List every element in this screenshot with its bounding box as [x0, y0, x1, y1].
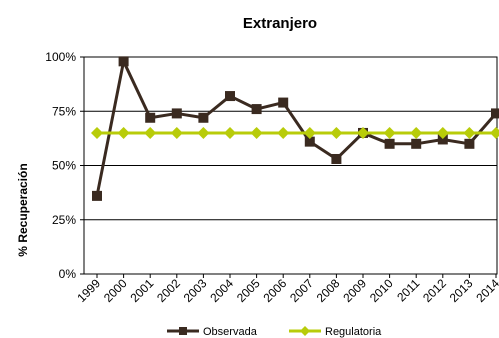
y-tick-label: 100% — [45, 50, 76, 64]
data-point — [117, 126, 130, 139]
x-tick-label: 2009 — [340, 276, 369, 305]
data-point — [250, 126, 263, 139]
data-point — [144, 126, 157, 139]
data-point — [225, 91, 235, 102]
y-tick-label: 0% — [59, 267, 77, 281]
series-regulatoria — [91, 126, 499, 139]
x-tick-label: 2006 — [261, 276, 290, 305]
data-point — [198, 112, 209, 123]
x-tick-label: 2005 — [234, 276, 263, 305]
legend-label: Regulatoria — [325, 326, 382, 338]
y-tick-label: 75% — [52, 104, 76, 118]
data-point — [436, 126, 449, 139]
series-observada — [92, 56, 499, 201]
data-point — [331, 153, 342, 164]
data-point — [464, 138, 475, 149]
data-point — [171, 108, 182, 119]
data-point — [303, 126, 316, 139]
y-tick-label: 25% — [52, 213, 76, 227]
legend-marker — [179, 327, 187, 335]
data-point — [490, 126, 499, 139]
data-point — [251, 104, 262, 115]
data-point — [118, 56, 129, 67]
data-point — [330, 126, 343, 139]
data-point — [437, 134, 448, 145]
y-tick-label: 50% — [52, 159, 76, 173]
x-tick-label: 2013 — [447, 276, 476, 305]
data-point — [277, 126, 290, 139]
x-tick-label: 2001 — [128, 276, 157, 305]
data-point — [383, 126, 396, 139]
x-tick-label: 2010 — [367, 276, 396, 305]
data-point — [411, 138, 422, 149]
data-point — [304, 136, 315, 147]
x-tick-label: 2004 — [207, 276, 236, 305]
x-tick-label: 2002 — [154, 276, 183, 305]
data-point — [384, 138, 395, 149]
x-tick-label: 2000 — [101, 276, 130, 305]
x-tick-label: 2007 — [287, 276, 316, 305]
legend-marker — [300, 326, 310, 336]
data-point — [410, 126, 423, 139]
data-point — [91, 126, 103, 139]
x-tick-label: 2011 — [394, 276, 422, 304]
data-point — [170, 126, 183, 139]
x-tick-label: 2014 — [473, 276, 499, 305]
legend-item-observada: Observada — [167, 326, 258, 338]
data-point — [92, 190, 102, 201]
y-axis-ticks: 0% 25% 50% 75% 100% — [45, 50, 84, 281]
legend-label: Observada — [203, 326, 258, 338]
data-point — [463, 126, 476, 139]
series-layer — [91, 56, 499, 201]
data-point — [197, 126, 210, 139]
x-tick-label: 1999 — [74, 276, 103, 305]
legend-item-regulatoria: Regulatoria — [289, 326, 382, 338]
data-point — [491, 108, 499, 119]
x-tick-label: 2003 — [181, 276, 210, 305]
gridlines — [84, 56, 497, 275]
legend: Observada Regulatoria — [167, 326, 382, 338]
x-tick-label: 2012 — [420, 276, 449, 305]
x-tick-label: 2008 — [314, 276, 343, 305]
chart-title: Extranjero — [243, 15, 317, 32]
y-axis-label: % Recuperación — [16, 163, 30, 256]
data-point — [278, 97, 289, 108]
series-line — [95, 59, 498, 197]
data-point — [145, 112, 156, 123]
x-axis-ticks: 1999200020012002200320042005200620072008… — [74, 274, 499, 305]
data-point — [224, 126, 236, 139]
data-point — [357, 126, 369, 139]
